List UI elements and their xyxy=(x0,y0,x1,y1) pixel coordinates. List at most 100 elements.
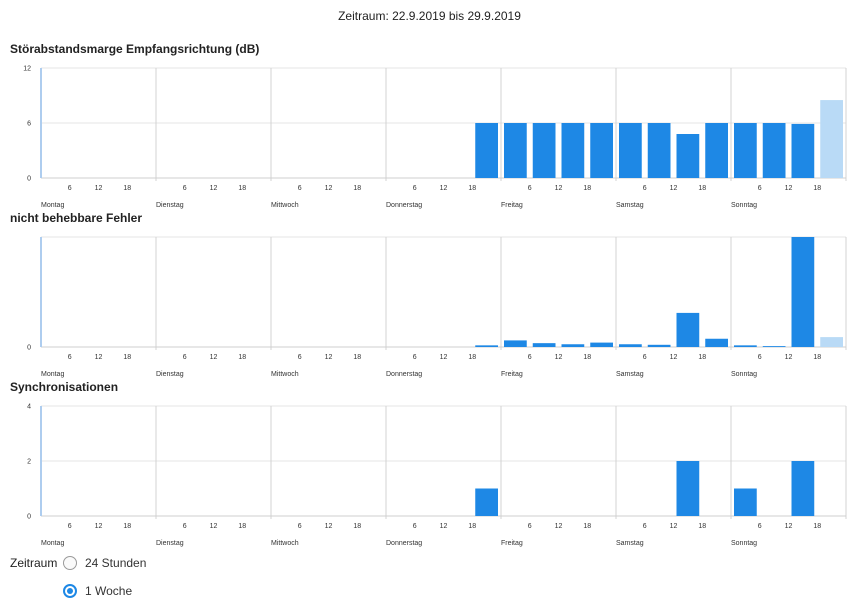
hour-tick-label: 12 xyxy=(210,523,218,530)
bar[interactable] xyxy=(532,343,556,347)
radio-1week-label: 1 Woche xyxy=(85,584,133,598)
hour-tick-label: 6 xyxy=(528,523,532,530)
hour-tick-label: 18 xyxy=(238,354,246,361)
day-label: Donnerstag xyxy=(386,540,422,547)
bar[interactable] xyxy=(532,123,556,178)
bar[interactable] xyxy=(734,488,757,517)
bar[interactable] xyxy=(762,123,786,178)
hour-tick-label: 18 xyxy=(583,354,591,361)
day-label: Sonntag xyxy=(731,371,757,378)
day-label: Mittwoch xyxy=(271,202,299,209)
hour-tick-label: 12 xyxy=(95,185,103,192)
bar[interactable] xyxy=(647,123,671,178)
hour-tick-label: 12 xyxy=(325,185,333,192)
bar[interactable] xyxy=(619,344,642,347)
bar[interactable] xyxy=(676,134,700,178)
hour-tick-label: 12 xyxy=(440,185,448,192)
bar[interactable] xyxy=(705,338,728,347)
chart-title-snr: Störabstandsmarge Empfangsrichtung (dB) xyxy=(10,42,260,56)
hour-tick-label: 6 xyxy=(298,523,302,530)
bar-current[interactable] xyxy=(820,337,843,347)
hour-tick-label: 6 xyxy=(68,354,72,361)
hour-tick-label: 6 xyxy=(183,523,187,530)
day-label: Donnerstag xyxy=(386,371,422,378)
bar[interactable] xyxy=(676,461,700,516)
bar[interactable] xyxy=(647,344,671,347)
hour-tick-label: 18 xyxy=(238,185,246,192)
day-label: Sonntag xyxy=(731,202,757,209)
hour-tick-label: 18 xyxy=(698,185,706,192)
radio-24h[interactable]: 24 Stunden xyxy=(63,556,146,570)
hour-tick-label: 18 xyxy=(353,523,361,530)
hour-tick-label: 18 xyxy=(698,354,706,361)
bar[interactable] xyxy=(504,123,527,178)
hour-tick-label: 12 xyxy=(325,354,333,361)
hour-tick-label: 6 xyxy=(643,354,647,361)
hour-tick-label: 18 xyxy=(123,354,131,361)
hour-tick-label: 12 xyxy=(670,185,678,192)
hour-tick-label: 6 xyxy=(298,354,302,361)
bar[interactable] xyxy=(590,342,613,347)
day-label: Dienstag xyxy=(156,540,184,547)
bar[interactable] xyxy=(676,312,700,347)
bar[interactable] xyxy=(791,461,815,516)
hour-tick-label: 18 xyxy=(583,185,591,192)
bar[interactable] xyxy=(561,344,585,347)
hour-tick-label: 6 xyxy=(758,523,762,530)
bar[interactable] xyxy=(590,123,613,178)
day-label: Montag xyxy=(41,371,64,378)
hour-tick-label: 12 xyxy=(210,185,218,192)
bar[interactable] xyxy=(734,345,757,347)
y-tick-label: 0 xyxy=(27,176,31,183)
bar[interactable] xyxy=(762,346,786,347)
hour-tick-label: 18 xyxy=(468,354,476,361)
hour-tick-label: 18 xyxy=(813,185,821,192)
hour-tick-label: 18 xyxy=(353,354,361,361)
day-label: Samstag xyxy=(616,202,644,209)
hour-tick-label: 18 xyxy=(353,185,361,192)
hour-tick-label: 6 xyxy=(68,523,72,530)
hour-tick-label: 6 xyxy=(413,354,417,361)
radio-1week-circle[interactable] xyxy=(63,584,77,598)
radio-1week[interactable]: 1 Woche xyxy=(63,584,132,598)
day-label: Sonntag xyxy=(731,540,757,547)
hour-tick-label: 6 xyxy=(528,185,532,192)
bar[interactable] xyxy=(734,123,757,178)
hour-tick-label: 12 xyxy=(670,523,678,530)
hour-tick-label: 12 xyxy=(785,185,793,192)
y-tick-label: 0 xyxy=(27,514,31,521)
bar-current[interactable] xyxy=(820,100,843,178)
day-label: Samstag xyxy=(616,540,644,547)
hour-tick-label: 18 xyxy=(583,523,591,530)
hour-tick-label: 12 xyxy=(555,354,563,361)
day-label: Montag xyxy=(41,540,64,547)
hour-tick-label: 18 xyxy=(813,523,821,530)
bar[interactable] xyxy=(619,123,642,178)
snr-chart: 0 6 12 6 12 18 Montag 6 12 18 Dienstag 6 12 18 Mittwoc… xyxy=(23,66,847,209)
day-label: Samstag xyxy=(616,371,644,378)
bar[interactable] xyxy=(475,123,498,178)
y-tick-label: 6 xyxy=(27,121,31,128)
bar[interactable] xyxy=(705,123,728,178)
chart-title-errors: nicht behebbare Fehler xyxy=(10,211,143,225)
bar[interactable] xyxy=(504,340,527,347)
hour-tick-label: 12 xyxy=(785,354,793,361)
radio-24h-circle[interactable] xyxy=(63,556,77,570)
bar[interactable] xyxy=(791,123,815,178)
bar[interactable] xyxy=(791,237,815,347)
day-label: Freitag xyxy=(501,371,523,378)
bar[interactable] xyxy=(475,345,498,347)
day-label: Freitag xyxy=(501,202,523,209)
hour-tick-label: 6 xyxy=(643,523,647,530)
hour-tick-label: 12 xyxy=(440,354,448,361)
day-label: Montag xyxy=(41,202,64,209)
hour-tick-label: 12 xyxy=(95,523,103,530)
bar[interactable] xyxy=(475,488,498,517)
hour-tick-label: 12 xyxy=(325,523,333,530)
y-tick-label: 2 xyxy=(27,459,31,466)
bar[interactable] xyxy=(561,123,585,178)
errors-chart: 0 6 12 18 Montag 6 12 18 Dienstag 6 12 18 Mittwoch 6 1… xyxy=(27,236,847,378)
sync-chart: 0 2 4 6 12 18 Montag 6 12 18 Dienstag 6 12 18 Mittwoch… xyxy=(27,404,847,547)
period-title: Zeitraum: 22.9.2019 bis 29.9.2019 xyxy=(338,9,521,23)
hour-tick-label: 6 xyxy=(68,185,72,192)
